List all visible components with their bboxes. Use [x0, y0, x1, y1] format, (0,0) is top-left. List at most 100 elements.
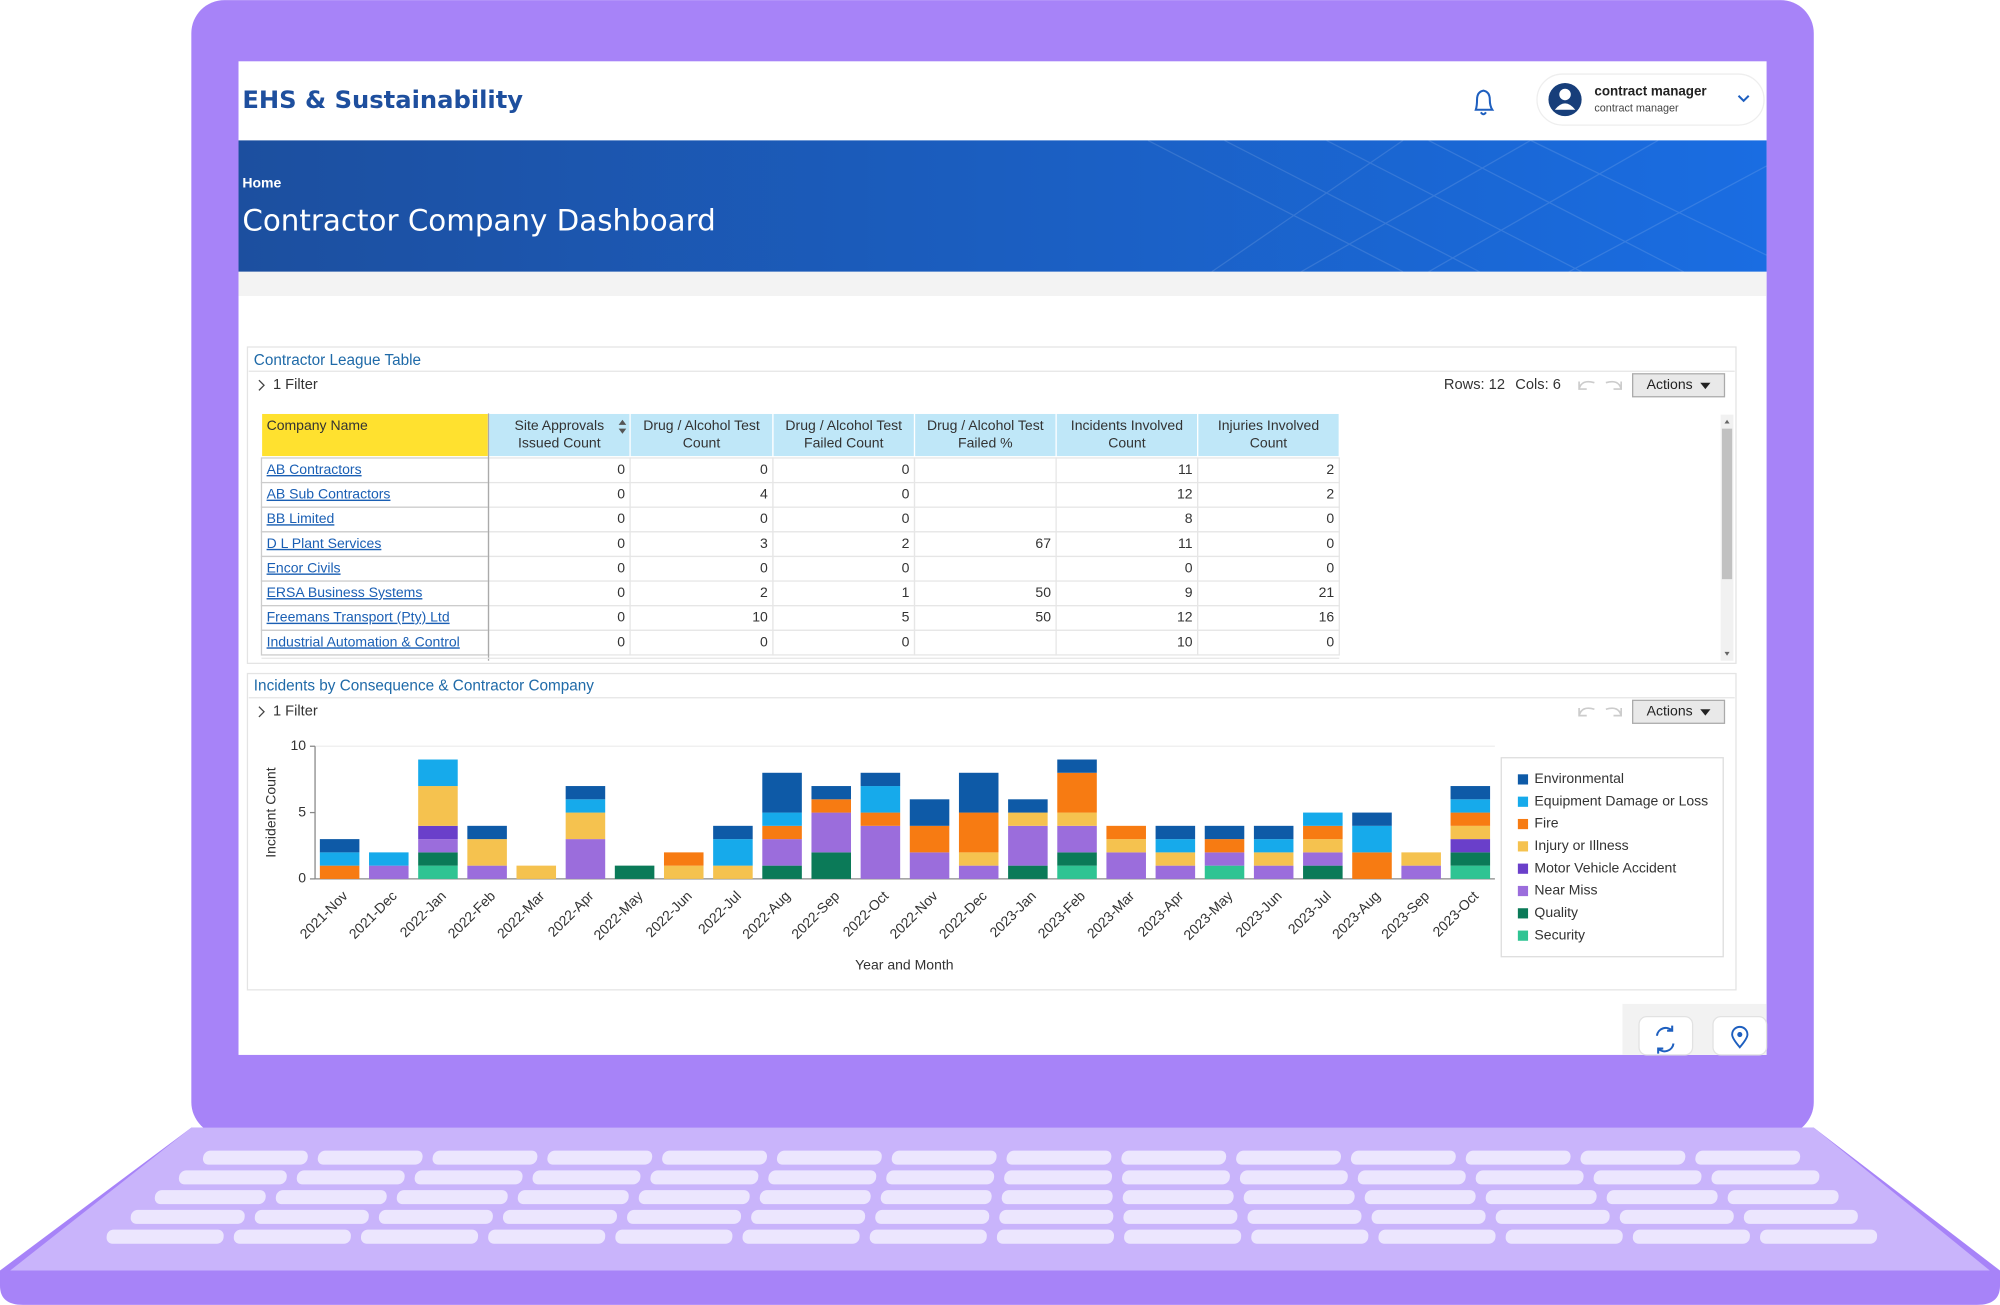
bar-segment[interactable]: [713, 865, 753, 879]
bar-segment[interactable]: [516, 865, 557, 879]
bar-segment[interactable]: [1008, 865, 1048, 879]
key[interactable]: [1239, 1170, 1348, 1185]
bar-segment[interactable]: [1057, 759, 1097, 773]
legend-label[interactable]: Motor Vehicle Accident: [1534, 859, 1676, 875]
key[interactable]: [1371, 1209, 1486, 1224]
key[interactable]: [1123, 1209, 1238, 1224]
bar-segment[interactable]: [1450, 799, 1491, 813]
actions-label[interactable]: Actions: [1647, 376, 1693, 392]
scroll-thumb[interactable]: [1721, 428, 1733, 580]
bar-segment[interactable]: [369, 852, 409, 866]
bar-segment[interactable]: [1106, 839, 1146, 853]
company-link[interactable]: Freemans Transport (Pty) Ltd: [267, 609, 450, 625]
key[interactable]: [1743, 1209, 1858, 1224]
bar-segment[interactable]: [713, 839, 753, 866]
bar-segment[interactable]: [1253, 839, 1294, 853]
key[interactable]: [275, 1190, 387, 1205]
bar-segment[interactable]: [467, 839, 507, 866]
key[interactable]: [502, 1209, 617, 1224]
company-link[interactable]: Encor Civils: [267, 559, 341, 575]
key[interactable]: [661, 1150, 768, 1165]
key[interactable]: [759, 1190, 871, 1205]
bar-segment[interactable]: [467, 865, 507, 879]
bar-segment[interactable]: [860, 786, 901, 813]
bar-segment[interactable]: [1450, 825, 1491, 840]
key[interactable]: [880, 1190, 992, 1205]
header-cell[interactable]: [1055, 412, 1199, 458]
bar-segment[interactable]: [713, 825, 753, 840]
key[interactable]: [891, 1150, 998, 1165]
key[interactable]: [768, 1170, 877, 1185]
key[interactable]: [532, 1170, 641, 1185]
legend-label[interactable]: Environmental: [1534, 770, 1624, 786]
key[interactable]: [178, 1170, 287, 1185]
bar-segment[interactable]: [1106, 825, 1146, 840]
bar-segment[interactable]: [1008, 799, 1048, 813]
bar-segment[interactable]: [418, 825, 458, 840]
legend-label[interactable]: Injury or Illness: [1534, 837, 1628, 853]
key[interactable]: [1235, 1150, 1342, 1165]
header-cell[interactable]: [629, 412, 774, 458]
key[interactable]: [1243, 1190, 1355, 1205]
key[interactable]: [1593, 1170, 1702, 1185]
key[interactable]: [1006, 1150, 1113, 1165]
key[interactable]: [396, 1190, 508, 1205]
key[interactable]: [254, 1209, 369, 1224]
redo[interactable]: [1605, 707, 1623, 717]
key[interactable]: [1619, 1209, 1734, 1224]
user-menu-chevron[interactable]: [1737, 95, 1750, 103]
filter-toggle[interactable]: [258, 379, 265, 391]
bar-segment[interactable]: [1057, 852, 1097, 866]
bar-segment[interactable]: [909, 799, 950, 826]
bar-segment[interactable]: [1450, 786, 1491, 800]
bar-segment[interactable]: [1155, 865, 1196, 879]
bar-segment[interactable]: [418, 852, 458, 866]
bar-segment[interactable]: [762, 865, 802, 879]
company-link[interactable]: AB Contractors: [267, 461, 362, 477]
actions-button[interactable]: [1632, 699, 1726, 724]
key[interactable]: [615, 1229, 733, 1244]
key[interactable]: [1001, 1190, 1113, 1205]
bar-segment[interactable]: [860, 772, 901, 787]
legend-label[interactable]: Near Miss: [1534, 882, 1597, 898]
bar-segment[interactable]: [811, 852, 852, 879]
key[interactable]: [650, 1170, 759, 1185]
key[interactable]: [378, 1209, 493, 1224]
bar-segment[interactable]: [1155, 839, 1196, 853]
bar-segment[interactable]: [565, 812, 606, 840]
bar-segment[interactable]: [1155, 825, 1196, 840]
bar-segment[interactable]: [1057, 825, 1097, 853]
notification-bell[interactable]: [1474, 89, 1495, 116]
bar-segment[interactable]: [1303, 825, 1343, 840]
key[interactable]: [1124, 1229, 1242, 1244]
header-cell[interactable]: [1197, 412, 1340, 458]
bar-segment[interactable]: [1253, 865, 1294, 879]
bar-segment[interactable]: [1401, 865, 1441, 879]
bar-segment[interactable]: [811, 786, 852, 800]
bar-segment[interactable]: [958, 865, 999, 879]
bar-segment[interactable]: [1057, 865, 1097, 879]
key[interactable]: [130, 1209, 245, 1224]
bar-segment[interactable]: [418, 865, 458, 879]
bar-segment[interactable]: [1352, 812, 1392, 826]
bar-segment[interactable]: [1450, 839, 1491, 853]
header-cell[interactable]: [260, 412, 490, 458]
key[interactable]: [776, 1150, 883, 1165]
key[interactable]: [1120, 1150, 1227, 1165]
header-cell[interactable]: [487, 412, 631, 458]
bar-segment[interactable]: [762, 772, 802, 813]
bar-segment[interactable]: [1253, 825, 1294, 840]
key[interactable]: [517, 1190, 629, 1205]
bar-segment[interactable]: [762, 812, 802, 826]
filter-label[interactable]: 1 Filter: [273, 377, 318, 393]
bar-segment[interactable]: [1303, 812, 1343, 826]
key[interactable]: [317, 1150, 424, 1165]
key[interactable]: [202, 1150, 309, 1165]
key[interactable]: [1485, 1190, 1597, 1205]
undo[interactable]: [1578, 707, 1595, 717]
legend-label[interactable]: Quality: [1534, 904, 1578, 920]
actions-label[interactable]: Actions: [1647, 703, 1693, 719]
key[interactable]: [751, 1209, 866, 1224]
bar-segment[interactable]: [1303, 852, 1343, 866]
bar-segment[interactable]: [1204, 852, 1245, 866]
